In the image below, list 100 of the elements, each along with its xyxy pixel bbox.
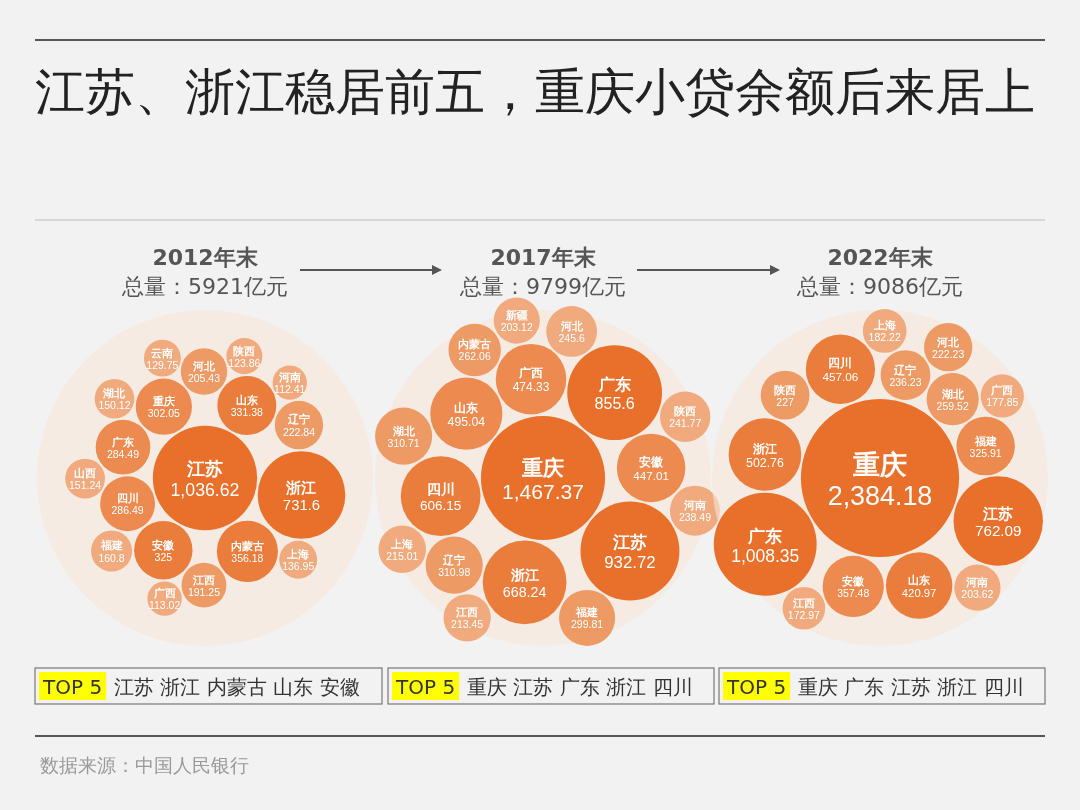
category-label: 福建 <box>575 606 599 619</box>
category-label: 上海 <box>390 537 414 550</box>
data-label: 457.06 <box>822 370 859 384</box>
data-label: 238.49 <box>678 511 712 524</box>
category-label: 安徽 <box>639 455 665 470</box>
data-label: 203.12 <box>500 321 533 334</box>
data-label: 213.45 <box>451 618 484 631</box>
data-label: 112.41 <box>274 383 306 396</box>
category-label: 重庆 <box>151 395 175 408</box>
data-label: 227 <box>776 395 795 408</box>
category-label: 山东 <box>908 573 931 587</box>
data-label: 1,467.37 <box>501 480 585 504</box>
text: 总量：9799亿元 <box>459 274 626 299</box>
data-label: 932.72 <box>604 552 656 572</box>
category-label: 广西 <box>518 366 544 381</box>
data-label: 182.22 <box>868 331 901 344</box>
data-label: 284.49 <box>106 447 140 460</box>
data-label: 150.12 <box>98 399 131 412</box>
data-label: 236.23 <box>889 375 922 388</box>
data-label: 215.01 <box>386 549 419 562</box>
category-label: 河南 <box>965 576 989 589</box>
category-label: 江苏 <box>611 532 647 553</box>
data-label: 310.71 <box>387 436 420 449</box>
category-label: 湖北 <box>102 387 127 400</box>
category-label: 江苏 <box>186 459 223 480</box>
data-label: 420.97 <box>901 586 937 599</box>
data-label: 259.52 <box>936 399 969 412</box>
data-label: 129.75 <box>146 358 179 371</box>
category-label: 辽宁 <box>442 553 466 566</box>
data-label: 356.18 <box>231 551 264 564</box>
data-label: 331.38 <box>230 406 264 419</box>
category-label: 广西 <box>990 384 1014 397</box>
data-label: 357.48 <box>837 586 870 599</box>
category-label: 四川 <box>828 356 853 371</box>
data-label: 172.97 <box>787 608 821 621</box>
category-label: 辽宁 <box>286 413 310 426</box>
data-label: 731.6 <box>282 496 321 513</box>
data-label: 136.95 <box>282 560 315 573</box>
category-label: 河南 <box>682 499 706 512</box>
category-label: 山东 <box>454 400 479 415</box>
category-label: 湖北 <box>391 424 416 437</box>
data-label: 447.01 <box>633 468 669 482</box>
category-label: 浙江 <box>751 441 777 456</box>
category-label: 重庆 <box>521 454 564 480</box>
category-label: 广西 <box>152 587 176 600</box>
data-label: 222.23 <box>932 347 965 360</box>
category-label: 江西 <box>791 596 815 609</box>
category-label: 辽宁 <box>893 363 917 376</box>
text: 2012年末 <box>152 245 259 270</box>
text: 江苏 浙江 内蒙古 山东 安徽 <box>114 675 360 699</box>
source-note: 数据来源：中国人民银行 <box>40 754 249 776</box>
category-label: 陕西 <box>674 405 697 418</box>
category-label: 山东 <box>235 393 258 406</box>
data-label: 113.02 <box>148 599 181 612</box>
data-label: 762.09 <box>975 522 1022 540</box>
category-label: 安徽 <box>842 574 866 587</box>
data-label: 299.81 <box>571 618 604 631</box>
data-label: 502.76 <box>746 455 784 470</box>
category-label: 内蒙古 <box>230 539 264 552</box>
data-label: 2,384.18 <box>827 480 933 511</box>
data-label: 205.43 <box>187 372 221 385</box>
data-label: 325 <box>154 550 173 563</box>
data-label: 245.6 <box>558 331 585 344</box>
data-label: 606.15 <box>419 497 462 513</box>
text: 2017年末 <box>490 245 597 270</box>
data-label: 151.24 <box>69 479 102 492</box>
category-label: 广东 <box>597 375 631 395</box>
category-label: 安徽 <box>152 538 176 551</box>
category-label: 上海 <box>872 319 896 332</box>
data-label: 177.85 <box>986 396 1019 409</box>
category-label: 河南 <box>277 371 301 384</box>
category-label: 河北 <box>936 335 961 348</box>
category-label: 广东 <box>111 435 134 448</box>
category-label: 陕西 <box>233 344 256 357</box>
data-label: 191.25 <box>187 585 221 598</box>
category-label: 江西 <box>191 573 215 586</box>
data-label: 160.8 <box>98 551 125 564</box>
data-label: 123.86 <box>228 356 261 369</box>
category-label: 浙江 <box>285 478 317 497</box>
category-label: 河北 <box>191 359 216 372</box>
category-label: 新疆 <box>504 308 528 321</box>
text: 重庆 广东 江苏 浙江 四川 <box>798 675 1024 699</box>
data-label: 855.6 <box>594 393 635 412</box>
category-label: 广东 <box>747 525 783 546</box>
data-label: 1,036.62 <box>170 479 240 500</box>
category-label: 湖北 <box>940 387 965 400</box>
category-label: 河北 <box>559 319 584 332</box>
category-label: 重庆 <box>853 448 907 480</box>
data-label: 262.06 <box>458 350 491 363</box>
text: 总量：5921亿元 <box>121 274 288 299</box>
data-label: 310.98 <box>438 565 471 578</box>
category-label: 上海 <box>286 548 310 561</box>
text: TOP 5 <box>726 675 787 699</box>
category-label: 内蒙古 <box>458 338 492 351</box>
category-label: 四川 <box>116 492 139 505</box>
text: 重庆 江苏 广东 浙江 四川 <box>467 675 693 699</box>
text: 总量：9086亿元 <box>796 274 963 299</box>
category-label: 江苏 <box>982 504 1014 523</box>
data-label: 325.91 <box>969 446 1002 459</box>
text: 2022年末 <box>827 245 934 270</box>
